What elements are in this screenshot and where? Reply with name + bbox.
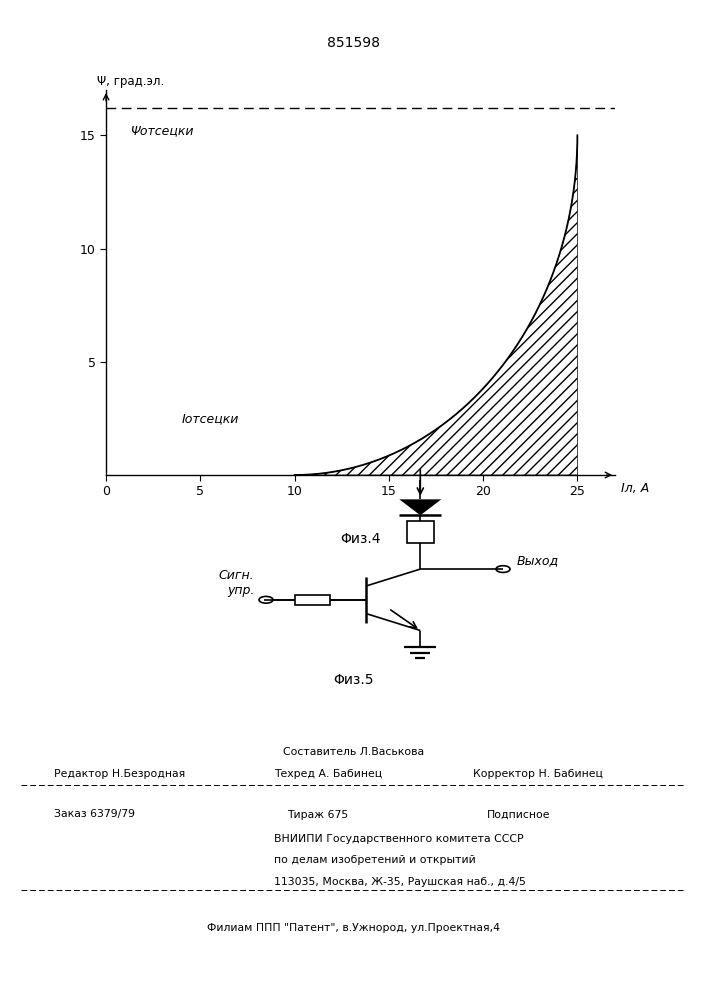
Text: Составитель Л.Васькова: Составитель Л.Васькова bbox=[283, 747, 424, 757]
Text: Ψотсецки: Ψотсецки bbox=[131, 124, 194, 137]
Text: Заказ 6379/79: Заказ 6379/79 bbox=[54, 810, 136, 820]
Text: по делам изобретений и открытий: по делам изобретений и открытий bbox=[274, 855, 476, 865]
Text: 851598: 851598 bbox=[327, 36, 380, 50]
Text: ВНИИПИ Государственного комитета СССР: ВНИИПИ Государственного комитета СССР bbox=[274, 834, 523, 844]
Text: Техред А. Бабинец: Техред А. Бабинец bbox=[274, 769, 382, 779]
Polygon shape bbox=[399, 499, 441, 515]
Text: Редактор Н.Безродная: Редактор Н.Безродная bbox=[54, 769, 186, 779]
Text: Филиам ППП "Патент", в.Ужнород, ул.Проектная,4: Филиам ППП "Патент", в.Ужнород, ул.Проек… bbox=[207, 923, 501, 933]
Text: 113035, Москва, Ж-35, Раушская наб., д.4/5: 113035, Москва, Ж-35, Раушская наб., д.4… bbox=[274, 877, 525, 887]
Text: Ψ, град.эл.: Ψ, град.эл. bbox=[97, 75, 164, 88]
Text: Сигн.
упр.: Сигн. упр. bbox=[219, 569, 255, 597]
Bar bbox=[295, 595, 329, 605]
Text: Выход: Выход bbox=[517, 555, 559, 568]
Text: Корректор Н. Бабинец: Корректор Н. Бабинец bbox=[473, 769, 603, 779]
Text: Φиз.4: Φиз.4 bbox=[340, 532, 381, 546]
Text: Φиз.5: Φиз.5 bbox=[333, 673, 374, 687]
Text: Тираж 675: Тираж 675 bbox=[287, 810, 349, 820]
Bar bbox=[407, 521, 433, 543]
Text: Iотсецки: Iотсецки bbox=[182, 412, 239, 425]
Text: Подписное: Подписное bbox=[486, 810, 550, 820]
Text: Iл, А: Iл, А bbox=[621, 482, 649, 495]
